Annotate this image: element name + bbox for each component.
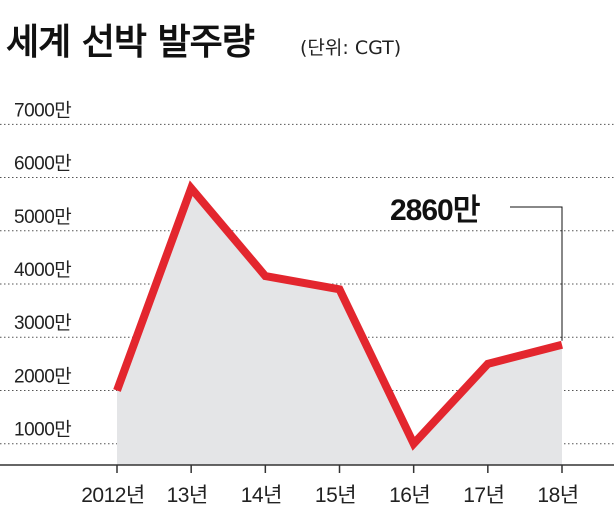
y-tick-label: 4000만 xyxy=(14,259,71,281)
callout-label: 2860만 xyxy=(390,194,481,227)
y-tick-label: 2000만 xyxy=(14,365,71,387)
y-axis-ticks: 1000만 2000만 3000만 4000만 5000만 6000만 7000만 xyxy=(14,99,72,441)
x-tick-label: 15년 xyxy=(315,484,356,507)
x-axis-ticks: 2012년 13년 14년 15년 16년 17년 18년 xyxy=(81,484,579,507)
annotation: 2860만 xyxy=(390,194,563,341)
y-tick-label: 6000만 xyxy=(14,153,71,175)
x-axis xyxy=(0,464,614,473)
chart-title: 세계 선박 발주량 xyxy=(6,22,255,63)
y-tick-label: 1000만 xyxy=(14,419,71,441)
y-tick-label: 5000만 xyxy=(14,206,71,228)
x-tick-label: 18년 xyxy=(537,484,578,507)
x-tick-label: 14년 xyxy=(241,484,282,507)
callout-leader xyxy=(510,206,563,341)
y-tick-label: 7000만 xyxy=(14,99,71,121)
x-tick-label: 2012년 xyxy=(81,484,145,507)
x-tick-label: 17년 xyxy=(463,484,504,507)
x-tick-label: 16년 xyxy=(389,484,430,507)
chart-subtitle: (단위: CGT) xyxy=(300,37,401,59)
x-tick-label: 13년 xyxy=(167,484,208,507)
area-fill xyxy=(117,188,562,465)
series-line xyxy=(113,180,564,451)
area-fill-shape xyxy=(117,188,562,465)
y-tick-label: 3000만 xyxy=(14,312,71,334)
